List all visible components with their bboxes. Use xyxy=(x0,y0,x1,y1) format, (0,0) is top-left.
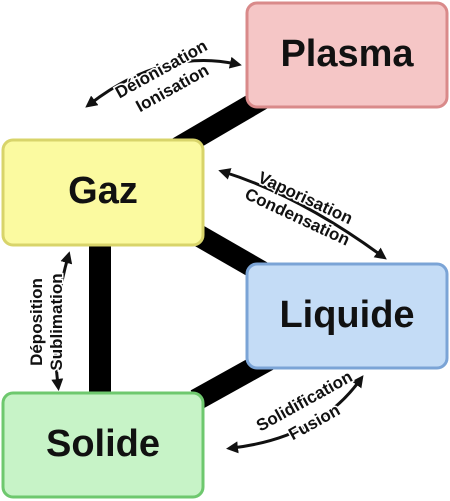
transition-gaz-plasma: Déionisation Ionisation xyxy=(85,35,242,117)
state-plasma-box xyxy=(245,1,449,109)
state-liquide-label: Liquide xyxy=(279,294,414,336)
double-arrow-gaz-plasma xyxy=(85,56,242,108)
state-solide-box xyxy=(1,391,205,499)
state-plasma: Plasma xyxy=(245,1,449,109)
state-solide: Solide xyxy=(1,391,205,499)
state-gaz: Gaz xyxy=(1,138,205,247)
state-plasma-label: Plasma xyxy=(280,33,414,75)
double-arrow-gaz-solide xyxy=(51,251,73,391)
double-arrow-liquide-solide xyxy=(226,375,364,454)
state-gaz-label: Gaz xyxy=(68,170,138,212)
transition-gaz-liquide: Vaporisation Condensation xyxy=(218,166,387,260)
transition-gaz-solide: Déposition Sublimation xyxy=(26,251,73,391)
label-deposition: Déposition xyxy=(27,278,46,366)
label-sublimation: Sublimation xyxy=(47,273,66,370)
state-gaz-box xyxy=(1,138,205,247)
state-liquide-box xyxy=(245,262,449,370)
double-arrow-gaz-liquide xyxy=(218,168,387,260)
state-solide-label: Solide xyxy=(46,423,160,465)
state-liquide: Liquide xyxy=(245,262,449,370)
